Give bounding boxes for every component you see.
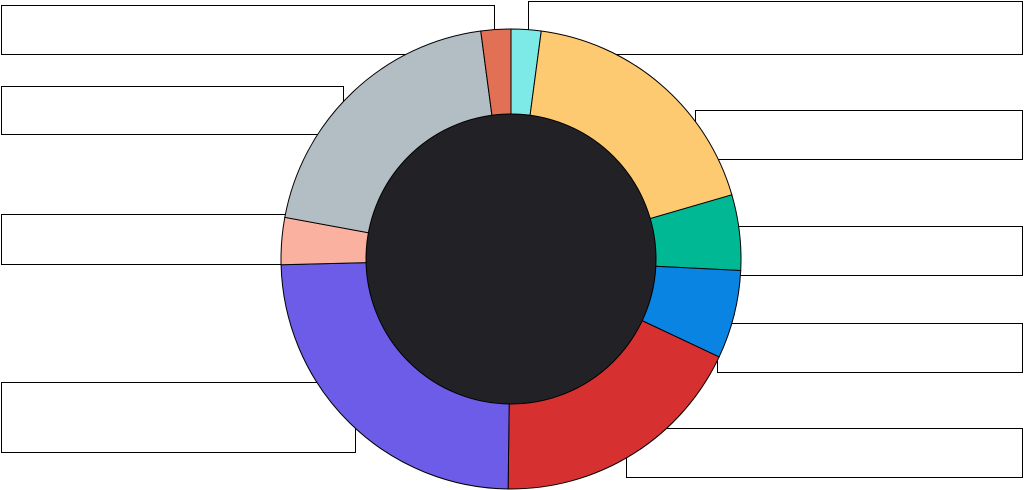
label-box-upper-left	[1, 86, 344, 135]
label-box-middle-right	[737, 226, 1023, 276]
label-box-top-right	[528, 1, 1023, 55]
label-boxes	[1, 1, 1023, 478]
label-box-bottom-right	[626, 428, 1023, 478]
donut-center-hole	[365, 113, 657, 405]
label-box-middle-left	[1, 214, 290, 265]
label-box-lower-right	[717, 323, 1023, 373]
label-box-bottom-left	[1, 382, 356, 453]
label-box-top-left	[1, 5, 495, 55]
label-box-upper-right	[695, 110, 1023, 160]
